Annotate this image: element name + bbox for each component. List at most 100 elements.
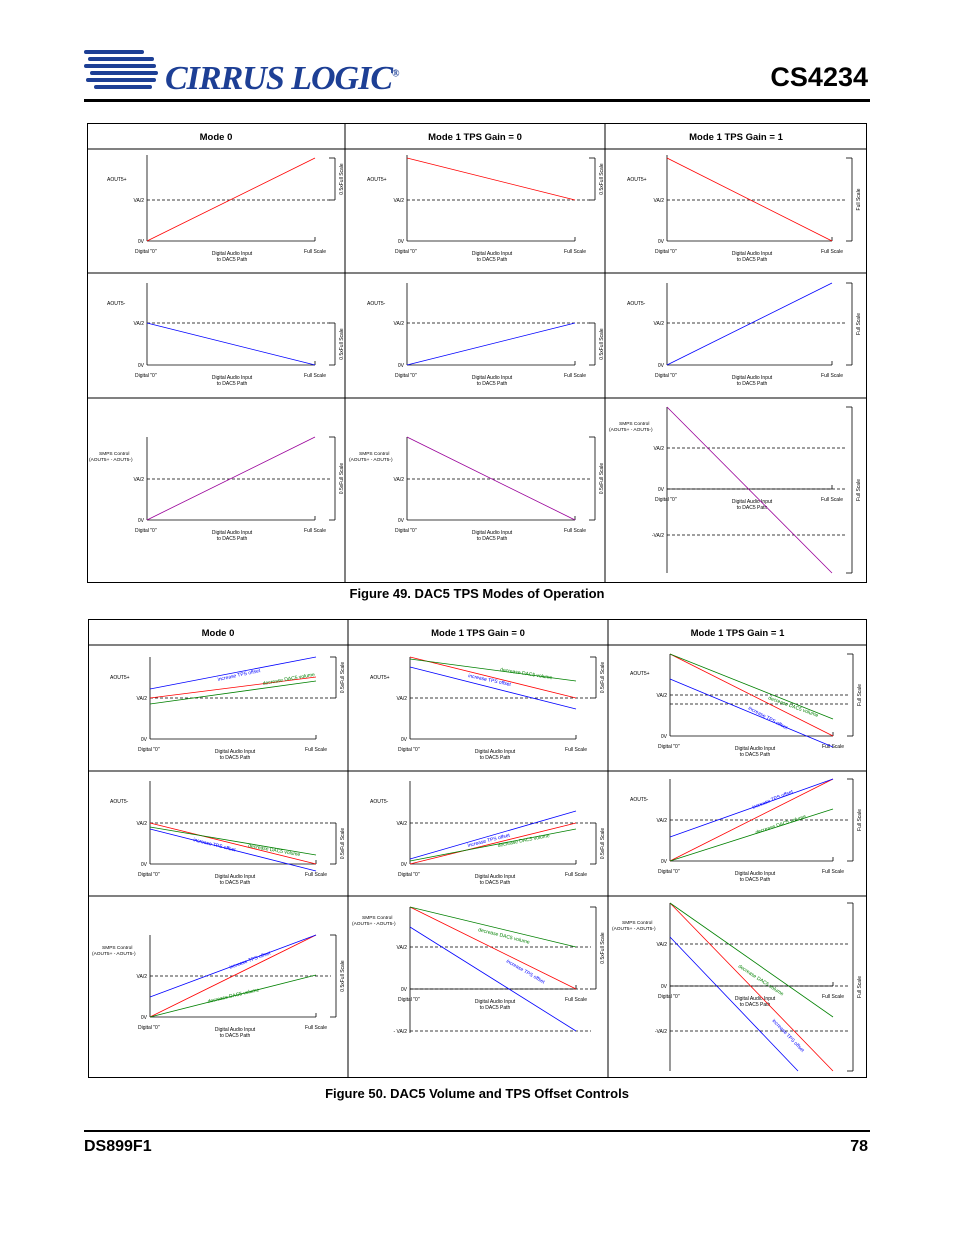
x-start-label: Digital "0" [138,872,160,878]
x-start-label: Digital "0" [395,528,417,534]
signal-label: AOUT5+ [627,177,647,183]
level-label: -VA/2 [652,533,664,539]
signal-trace [669,902,834,1018]
level-label: 0V [141,737,148,743]
annotation: decrease DAC5 volume [755,814,807,836]
plot50-row2-col3: AOUT5- VA/2 0V Digital "0" Digital Audio Inp… [630,778,863,883]
level-label: VA/2 [654,198,665,204]
x-start-label: Digital "0" [658,869,680,875]
x-axis-title: to DAC5 Path [477,257,508,263]
level-label: VA/2 [134,477,145,483]
x-end-label: Full Scale [821,373,843,379]
x-axis-title: Digital Audio Input [475,999,516,1005]
signal-label: (AOUT5+ - AOUT5-) [92,951,136,957]
figure-50: Mode 0 Mode 1 TPS Gain = 0 Mode 1 TPS Gain… [88,619,867,1078]
figure-49: Mode 0 Mode 1 TPS Gain = 0 Mode 1 TPS Gain… [87,123,867,583]
level-label: 0V [138,518,145,524]
x-axis-title: Digital Audio Input [472,530,513,536]
level-label: VA/2 [137,974,148,980]
signal-label: AOUT5+ [367,177,387,183]
x-axis-title: to DAC5 Path [220,755,251,761]
x-start-label: Digital "0" [138,1025,160,1031]
scale-label: 0.5xFull Scale [599,163,605,195]
signal-trace [146,322,316,366]
plot-row1-col3: AOUT5+ VA/2 0V Digital "0" Digital Audio Inp… [627,155,862,263]
x-axis-title: to DAC5 Path [217,536,248,542]
annotation: increase TPS offset [193,837,237,853]
level-label: VA/2 [394,198,405,204]
part-number: CS4234 [770,62,868,92]
signal-trace [666,157,833,242]
scale-label: 0.5xFull Scale [340,960,346,992]
signal-label: SMPS Control [359,451,389,457]
level-label: 0V [661,859,668,865]
signal-trace [669,778,834,838]
x-axis-title: to DAC5 Path [740,752,771,758]
plot-row1-col1: AOUT5+ VA/2 0V Digital "0" Digital Audio Inp… [107,155,345,263]
scale-label: Full Scale [856,188,862,210]
scale-label: 0.5xFull Scale [599,328,605,360]
x-end-label: Full Scale [305,1025,327,1031]
annotation: decrease DAC5 volume [207,987,260,1005]
x-axis-title: Digital Audio Input [212,375,253,381]
plot-row3-col3: SMPS Control(AOUT5+ - AOUT5-) VA/2 0V -VA/2… [609,406,862,574]
annotation: increase TPS offset [752,789,795,811]
x-axis-title: to DAC5 Path [220,880,251,886]
signal-trace [669,653,834,737]
signal-label: (AOUT5+ - AOUT5-) [352,921,396,927]
x-end-label: Full Scale [304,373,326,379]
signal-label: SMPS Control [99,451,129,457]
level-label: VA/2 [394,477,405,483]
x-start-label: Digital "0" [398,747,420,753]
x-start-label: Digital "0" [398,872,420,878]
signal-trace [409,828,577,862]
level-label: 0V [398,239,405,245]
level-label: 0V [661,734,668,740]
signal-trace [149,676,317,699]
signal-trace [409,906,577,948]
level-label: 0V [401,862,408,868]
figure-50-caption: Figure 50. DAC5 Volume and TPS Offset Co… [325,1086,629,1101]
signal-trace [409,658,577,682]
x-axis-title: to DAC5 Path [477,381,508,387]
signal-label: AOUT5+ [630,671,650,677]
level-label: 0V [398,518,405,524]
level-label: VA/2 [137,696,148,702]
x-axis-title: to DAC5 Path [480,755,511,761]
x-axis-title: to DAC5 Path [740,877,771,883]
x-start-label: Digital "0" [655,497,677,503]
level-label: 0V [658,239,665,245]
scale-label: Full Scale [856,479,862,501]
signal-trace [669,653,834,720]
column-header: Mode 1 TPS Gain = 0 [428,132,522,143]
level-label: 0V [138,363,145,369]
x-axis-title: to DAC5 Path [480,1005,511,1011]
cirrus-logic-logo-icon [84,50,158,89]
x-end-label: Full Scale [305,747,327,753]
column-header: Mode 1 TPS Gain = 1 [689,132,783,143]
x-axis-title: Digital Audio Input [732,251,773,257]
x-axis-title: Digital Audio Input [732,499,773,505]
signal-trace [409,926,577,1032]
x-end-label: Full Scale [564,373,586,379]
x-start-label: Digital "0" [395,373,417,379]
level-label: VA/2 [654,321,665,327]
level-label: 0V [661,984,668,990]
column-header: Mode 0 [200,132,233,143]
signal-trace [409,822,577,865]
x-axis-title: to DAC5 Path [217,257,248,263]
level-label: VA/2 [137,821,148,827]
x-axis-title: to DAC5 Path [217,381,248,387]
signal-label: AOUT5- [367,301,386,307]
x-start-label: Digital "0" [135,373,157,379]
level-label: VA/2 [657,818,668,824]
plot-row3-col2: SMPS Control(AOUT5+ - AOUT5-) VA/2 0V Digit… [349,436,605,542]
level-label: VA/2 [657,693,668,699]
signal-trace [149,680,317,705]
plot-row1-col2: AOUT5+ VA/2 0V Digital "0" Digital Audio Inp… [367,155,605,263]
x-axis-title: to DAC5 Path [737,505,768,511]
signal-label: (AOUT5+ - AOUT5-) [349,457,393,463]
signal-trace [666,406,833,574]
signal-trace [409,906,577,990]
level-label: VA/2 [397,696,408,702]
